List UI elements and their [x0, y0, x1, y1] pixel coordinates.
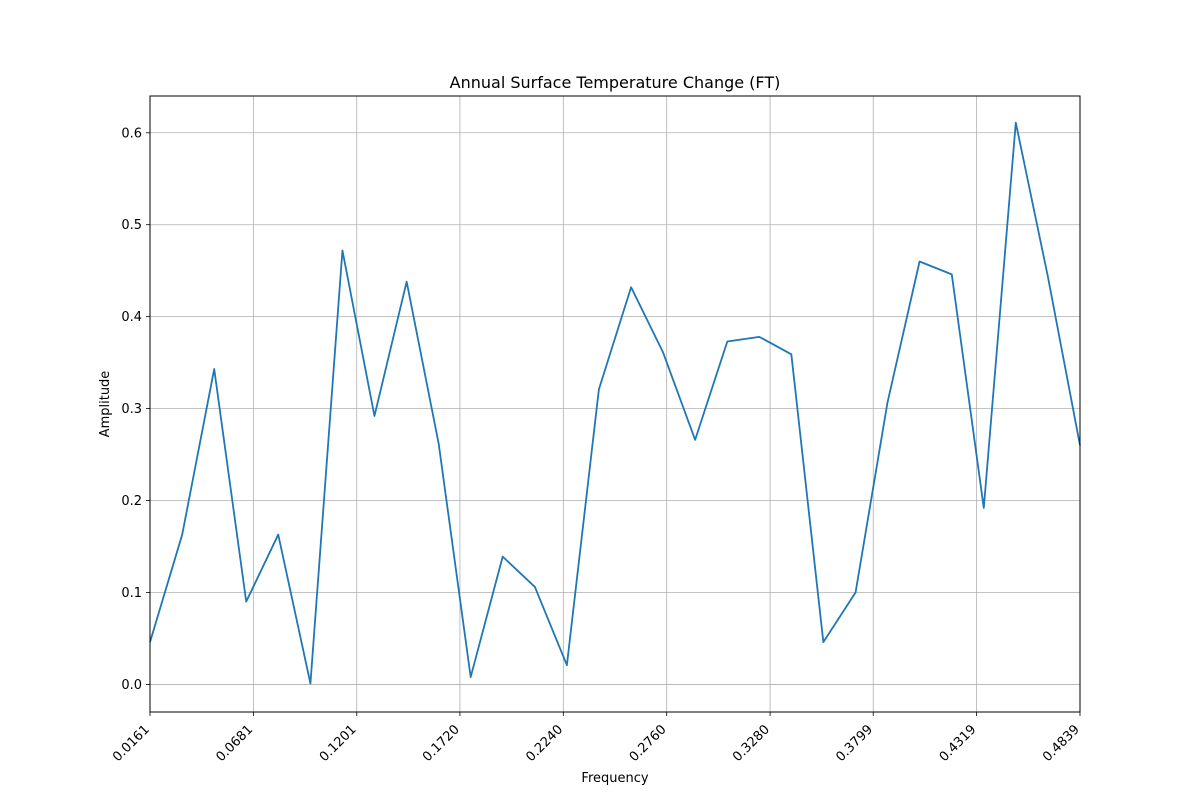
data-series [149, 121, 1081, 685]
y-axis-label: Amplitude [98, 371, 113, 438]
series-line [149, 121, 1081, 685]
y-tick-label: 0.1 [121, 586, 142, 601]
y-tick-label: 0.4 [121, 310, 142, 325]
y-tick-label: 0.5 [121, 218, 142, 233]
plot-frame [149, 95, 1081, 713]
y-tick-label: 0.3 [121, 402, 142, 417]
y-tick-label: 0.0 [121, 678, 142, 693]
y-tick-label: 0.2 [121, 494, 142, 509]
chart-title: Annual Surface Temperature Change (FT) [450, 73, 781, 92]
grid [149, 96, 1081, 712]
x-axis-label: Frequency [581, 771, 648, 786]
y-tick-label: 0.6 [121, 126, 142, 141]
y-axis-ticks: 0.0 0.1 0.2 0.3 0.4 0.5 0.6 [121, 126, 150, 693]
